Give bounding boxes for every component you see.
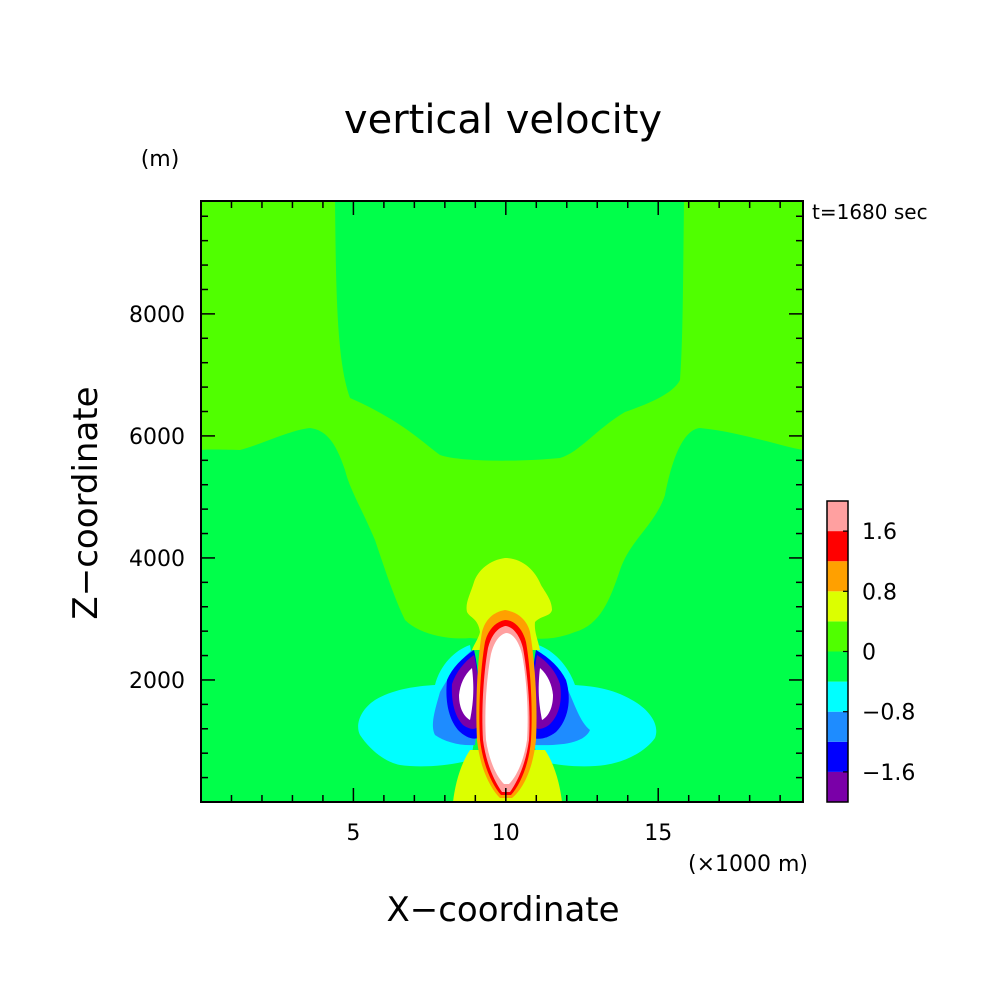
y-tick-label: 6000 [129,425,185,450]
x-tick-labels: 5 10 15 [346,821,672,846]
colorbar-tick-label: −1.6 [862,761,915,786]
contour-hole-left [459,668,474,720]
axis-ticks [201,201,803,802]
x-tick-label: 10 [492,821,520,846]
chart-title: vertical velocity [344,97,662,143]
colorbar-swatch [827,771,848,802]
y-tick-label: 8000 [129,303,185,328]
time-label: t=1680 sec [812,200,928,224]
colorbar-labels: 1.6 0.8 0 −0.8 −1.6 [843,520,915,786]
colorbar-tick-label: 0 [862,641,876,666]
colorbar-swatch [827,531,848,562]
plot-area [201,201,803,802]
x-unit-label: (×1000 m) [688,852,808,877]
colorbar-swatch [827,651,848,682]
x-tick-label: 15 [644,821,672,846]
colorbar-swatch [827,561,848,592]
x-axis-label: X−coordinate [386,890,619,930]
y-unit-label: (m) [141,147,180,172]
colorbar-tick-label: 1.6 [862,520,897,545]
colorbar [826,500,849,803]
y-tick-label: 2000 [129,669,185,694]
colorbar-swatch [827,621,848,652]
x-tick-label: 5 [346,821,360,846]
colorbar-tick-label: −0.8 [862,701,915,726]
colorbar-swatch [827,501,848,532]
plot-frame [200,200,804,803]
colorbar-swatch [827,591,848,622]
colorbar-swatch [827,711,848,742]
colorbar-swatch [827,681,848,712]
contour-gt-2.0 [485,633,528,784]
contour-hole-right [538,668,553,720]
colorbar-tick-label: 0.8 [862,580,897,605]
y-tick-label: 4000 [129,547,185,572]
contour-0-0.4 [201,201,803,640]
colorbar-swatch [827,741,848,772]
y-axis-label: Z−coordinate [66,386,106,619]
y-tick-labels: 2000 4000 6000 8000 [129,303,185,694]
